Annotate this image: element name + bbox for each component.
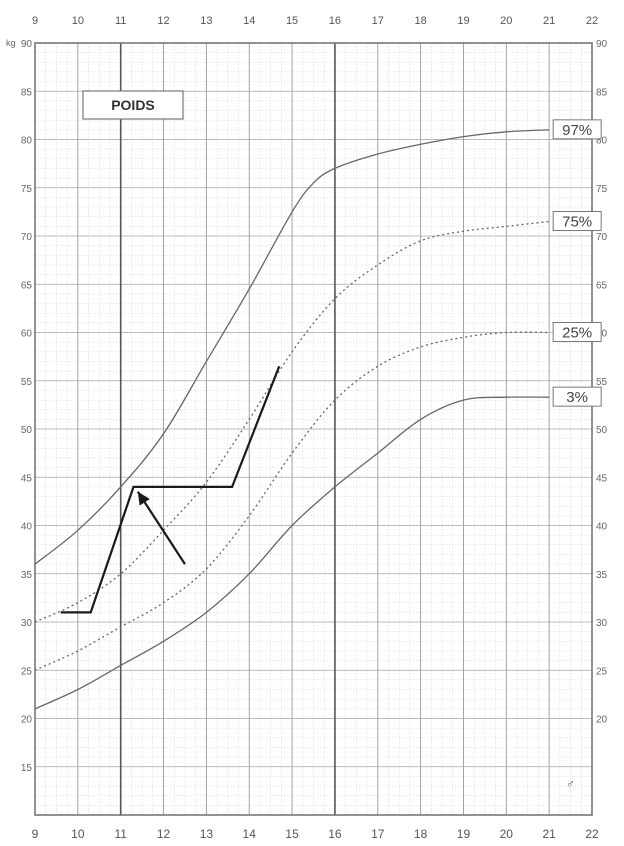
- percentile-label: 25%: [562, 325, 592, 342]
- y-axis-right: 20 25 30 35 40 45 50 55 60 65 70 75 80 85 90: [596, 39, 608, 726]
- y-axis-left: 15 20 25 30 35 40 45 50 55 60 65 70 75 80 85 90: [21, 39, 33, 774]
- y-tick-label-right: 80: [596, 136, 608, 147]
- x-tick-label-top: 9: [32, 15, 38, 27]
- male-symbol-icon: ♂: [566, 777, 575, 791]
- y-tick-label-right: 35: [596, 570, 608, 581]
- x-tick-label-bottom: 16: [328, 827, 342, 841]
- x-tick-label-top: 14: [243, 15, 255, 27]
- x-tick-label-top: 20: [500, 15, 512, 27]
- annotation-arrow: [136, 491, 186, 565]
- y-tick-label-left: 90: [21, 39, 33, 50]
- y-tick-label-left: 30: [21, 618, 33, 629]
- x-tick-label-bottom: 17: [371, 827, 385, 841]
- y-tick-label-left: 55: [21, 377, 33, 388]
- y-tick-label-left: 65: [21, 280, 33, 291]
- x-tick-label-top: 12: [157, 15, 169, 27]
- x-tick-label-top: 10: [72, 15, 84, 27]
- percentile-curve-25: [34, 331, 550, 671]
- percentile-label-box: [552, 322, 602, 342]
- y-tick-label-left: 40: [21, 522, 33, 533]
- x-tick-label-top: 16: [329, 15, 341, 27]
- x-axis-top: 9 10 11 12 13 14 15 16 17 18 19 20 21 22: [32, 15, 598, 27]
- percentile-label-box: [552, 386, 602, 407]
- percentile-label: 97%: [562, 122, 592, 139]
- percentile-label-box: [552, 211, 602, 232]
- x-tick-label-top: 18: [414, 15, 426, 27]
- x-tick-label-top: 13: [200, 15, 212, 27]
- plot-frame: [34, 42, 593, 816]
- percentile-label: 75%: [562, 214, 592, 231]
- patient-weight-line: [60, 365, 281, 614]
- percentile-label-box: [552, 119, 602, 140]
- y-tick-label-left: 15: [21, 763, 33, 774]
- x-tick-label-bottom: 21: [542, 827, 556, 841]
- percentile-curve-97: [34, 129, 550, 565]
- x-tick-label-bottom: 18: [414, 827, 428, 841]
- y-tick-label-left: 70: [21, 232, 33, 243]
- y-tick-label-right: 70: [596, 232, 608, 243]
- chart-title-box: POIDS: [82, 90, 184, 120]
- x-tick-label-bottom: 19: [457, 827, 471, 841]
- y-tick-label-right: 50: [596, 425, 608, 436]
- y-tick-label-left: 45: [21, 473, 33, 484]
- y-tick-label-right: 65: [596, 280, 608, 291]
- x-tick-label-top: 21: [543, 15, 555, 27]
- major-grid: [34, 42, 593, 816]
- series-layer: [34, 129, 550, 710]
- arrow-head-icon: [137, 491, 150, 506]
- y-tick-label-left: 35: [21, 570, 33, 581]
- minor-grid: [35, 43, 592, 815]
- y-tick-label-left: 20: [21, 715, 33, 726]
- y-tick-label-right: 30: [596, 618, 608, 629]
- arrow-shaft: [136, 491, 186, 565]
- y-tick-label-right: 75: [596, 184, 608, 195]
- y-tick-label-right: 25: [596, 666, 608, 677]
- chart-title: POIDS: [111, 97, 155, 113]
- y-tick-label-left: 80: [21, 136, 33, 147]
- y-tick-label-left: 60: [21, 329, 33, 340]
- x-tick-label-top: 11: [115, 15, 126, 27]
- y-tick-label-right: 40: [596, 522, 608, 533]
- y-tick-label-right: 20: [596, 715, 608, 726]
- x-tick-label-bottom: 15: [285, 827, 299, 841]
- y-tick-label-left: 85: [21, 87, 33, 98]
- x-tick-label-bottom: 20: [500, 827, 514, 841]
- x-axis-bottom: 9 10 11 12 13 14 15 16 17 18 19 20 21 22: [32, 827, 599, 841]
- x-tick-label-bottom: 9: [32, 827, 39, 841]
- x-tick-label-bottom: 13: [200, 827, 214, 841]
- x-tick-label-bottom: 22: [585, 827, 599, 841]
- percentile-curve-75: [34, 220, 550, 623]
- y-axis-unit-label: kg: [6, 38, 16, 48]
- series-labels: 97% 75% 25% 3%: [552, 119, 602, 407]
- percentile-label: 3%: [566, 389, 588, 406]
- y-tick-label-left: 75: [21, 184, 33, 195]
- x-tick-label-top: 19: [457, 15, 469, 27]
- x-tick-label-bottom: 11: [114, 827, 127, 841]
- y-tick-label-right: 85: [596, 87, 608, 98]
- y-tick-label-left: 25: [21, 666, 33, 677]
- y-tick-label-left: 50: [21, 425, 33, 436]
- y-tick-label-right: 60: [596, 329, 608, 340]
- percentile-curve-3: [34, 396, 550, 710]
- x-tick-label-bottom: 10: [71, 827, 85, 841]
- x-tick-label-top: 17: [372, 15, 384, 27]
- y-tick-label-right: 45: [596, 473, 608, 484]
- x-tick-label-top: 22: [586, 15, 598, 27]
- x-tick-label-bottom: 12: [157, 827, 171, 841]
- y-tick-label-right: 55: [596, 377, 608, 388]
- x-tick-label-bottom: 14: [243, 827, 257, 841]
- x-tick-label-top: 15: [286, 15, 298, 27]
- y-tick-label-right: 90: [596, 39, 608, 50]
